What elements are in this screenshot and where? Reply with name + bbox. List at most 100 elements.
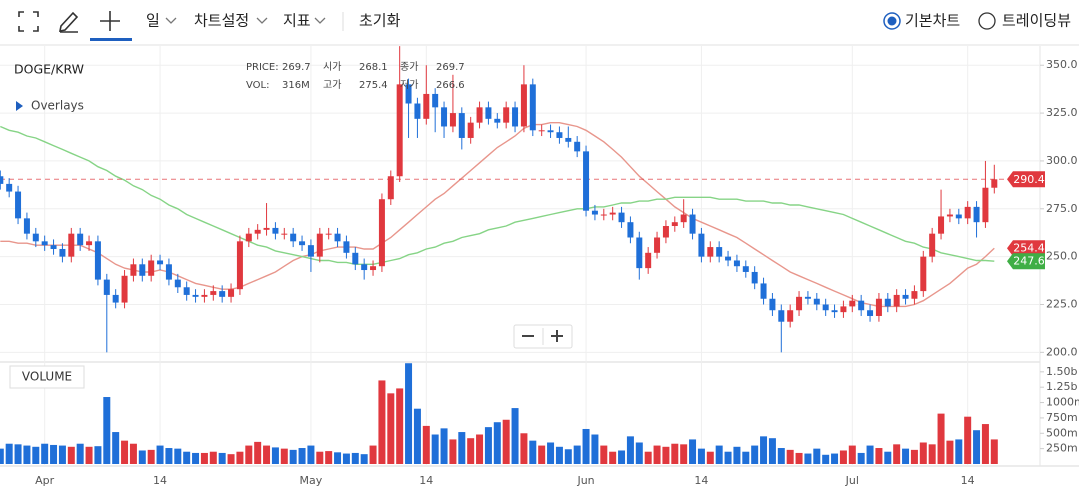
candle-body <box>219 291 226 297</box>
volume-bar <box>458 432 466 464</box>
candle-body <box>929 233 936 257</box>
volume-bar <box>680 444 688 464</box>
price-tag-label: 254.4 <box>1013 242 1045 255</box>
volume-bar <box>227 454 235 464</box>
volume-bar <box>760 436 768 464</box>
candle-body <box>228 289 235 297</box>
candle-body <box>955 214 962 219</box>
volume-bar <box>555 446 563 464</box>
volume-bar <box>351 452 359 464</box>
radio-unselected[interactable] <box>978 12 996 30</box>
moving-average-line <box>0 125 995 265</box>
volume-bar <box>964 416 972 464</box>
candle-body <box>467 122 474 138</box>
volume-bar <box>724 451 732 464</box>
chart-settings-menu[interactable]: 차트설정 <box>194 12 249 30</box>
candle-body <box>849 300 856 307</box>
volume-bar <box>14 444 22 464</box>
volume-bar <box>405 363 413 464</box>
candle-body <box>86 241 93 246</box>
chart-type-option[interactable]: 기본차트 <box>905 12 960 30</box>
volume-bar <box>23 445 31 464</box>
indicator-menu[interactable]: 지표 <box>283 12 311 30</box>
volume-bar <box>147 449 155 464</box>
candle-body <box>352 252 359 265</box>
volume-bar <box>316 451 324 464</box>
candle-body <box>130 264 137 276</box>
volume-bar <box>777 448 785 464</box>
candle-body <box>174 279 181 288</box>
candle-body <box>77 233 84 246</box>
candle-body <box>290 233 297 242</box>
candle-body <box>263 227 270 230</box>
volume-bar <box>263 445 271 464</box>
info-value: 266.6 <box>436 80 465 91</box>
candle-body <box>307 245 314 257</box>
candle-body <box>565 137 572 142</box>
volume-bar <box>245 445 253 464</box>
candle-body <box>361 264 368 271</box>
volume-bar <box>32 446 40 464</box>
volume-bar <box>484 427 492 464</box>
candle-body <box>689 214 696 234</box>
draw-icon[interactable] <box>58 11 79 33</box>
candle-body <box>15 191 22 219</box>
candle-body <box>449 113 456 127</box>
candle-body <box>0 176 4 184</box>
overlays-toggle[interactable]: Overlays <box>31 99 84 113</box>
candle-body <box>458 113 465 138</box>
volume-bar <box>529 440 537 464</box>
zoom-in-button[interactable] <box>551 330 563 342</box>
period-menu[interactable]: 일 <box>146 12 160 30</box>
candle-body <box>911 291 918 299</box>
volume-bar <box>591 434 599 464</box>
fullscreen-icon[interactable] <box>18 11 39 32</box>
volume-bar <box>387 393 395 464</box>
candle-body <box>946 214 953 217</box>
chart-type-option[interactable]: 트레이딩뷰 <box>1002 12 1071 30</box>
price-tag <box>1007 253 1045 270</box>
candle-body <box>6 183 13 192</box>
candle-body <box>920 256 927 292</box>
volume-bar <box>360 454 368 464</box>
volume-bar <box>236 451 244 464</box>
x-tick-label: 14 <box>419 474 433 487</box>
candle-body <box>725 256 732 261</box>
candle-body <box>893 294 900 307</box>
candle-body <box>804 296 811 299</box>
candle-body <box>600 214 607 216</box>
reset-button[interactable]: 초기화 <box>359 12 401 30</box>
candle-body <box>938 216 945 234</box>
volume-bar <box>795 452 803 464</box>
volume-bar <box>5 443 13 464</box>
candle-body <box>875 298 882 316</box>
overlay-toggle-icon[interactable] <box>16 101 23 111</box>
y-tick-label: 300.0 <box>1046 154 1078 167</box>
volume-bar <box>413 408 421 464</box>
y-tick-label: 200.0 <box>1046 345 1078 358</box>
candle-body <box>210 291 217 295</box>
info-value: 316M <box>282 80 310 91</box>
volume-bar <box>271 447 279 464</box>
radio-selected[interactable] <box>883 12 901 30</box>
volume-bar <box>653 445 661 464</box>
candle-body <box>574 141 581 152</box>
volume-bar <box>893 444 901 464</box>
volume-bar <box>493 422 501 464</box>
candle-body <box>165 264 172 280</box>
price-tag <box>1007 240 1045 257</box>
volume-bar <box>990 439 998 464</box>
candle-body <box>112 294 119 303</box>
candle-body <box>281 233 288 235</box>
crosshair-icon[interactable] <box>100 11 120 31</box>
y-tick-label: 225.0 <box>1046 297 1078 310</box>
volume-bar <box>41 443 49 464</box>
candle-body <box>680 214 687 223</box>
volume-bar <box>85 446 93 464</box>
candle-body <box>245 233 252 242</box>
volume-bar <box>910 449 918 464</box>
info-label: PRICE: <box>246 62 279 73</box>
candle-body <box>121 275 128 303</box>
volume-bar <box>946 440 954 464</box>
